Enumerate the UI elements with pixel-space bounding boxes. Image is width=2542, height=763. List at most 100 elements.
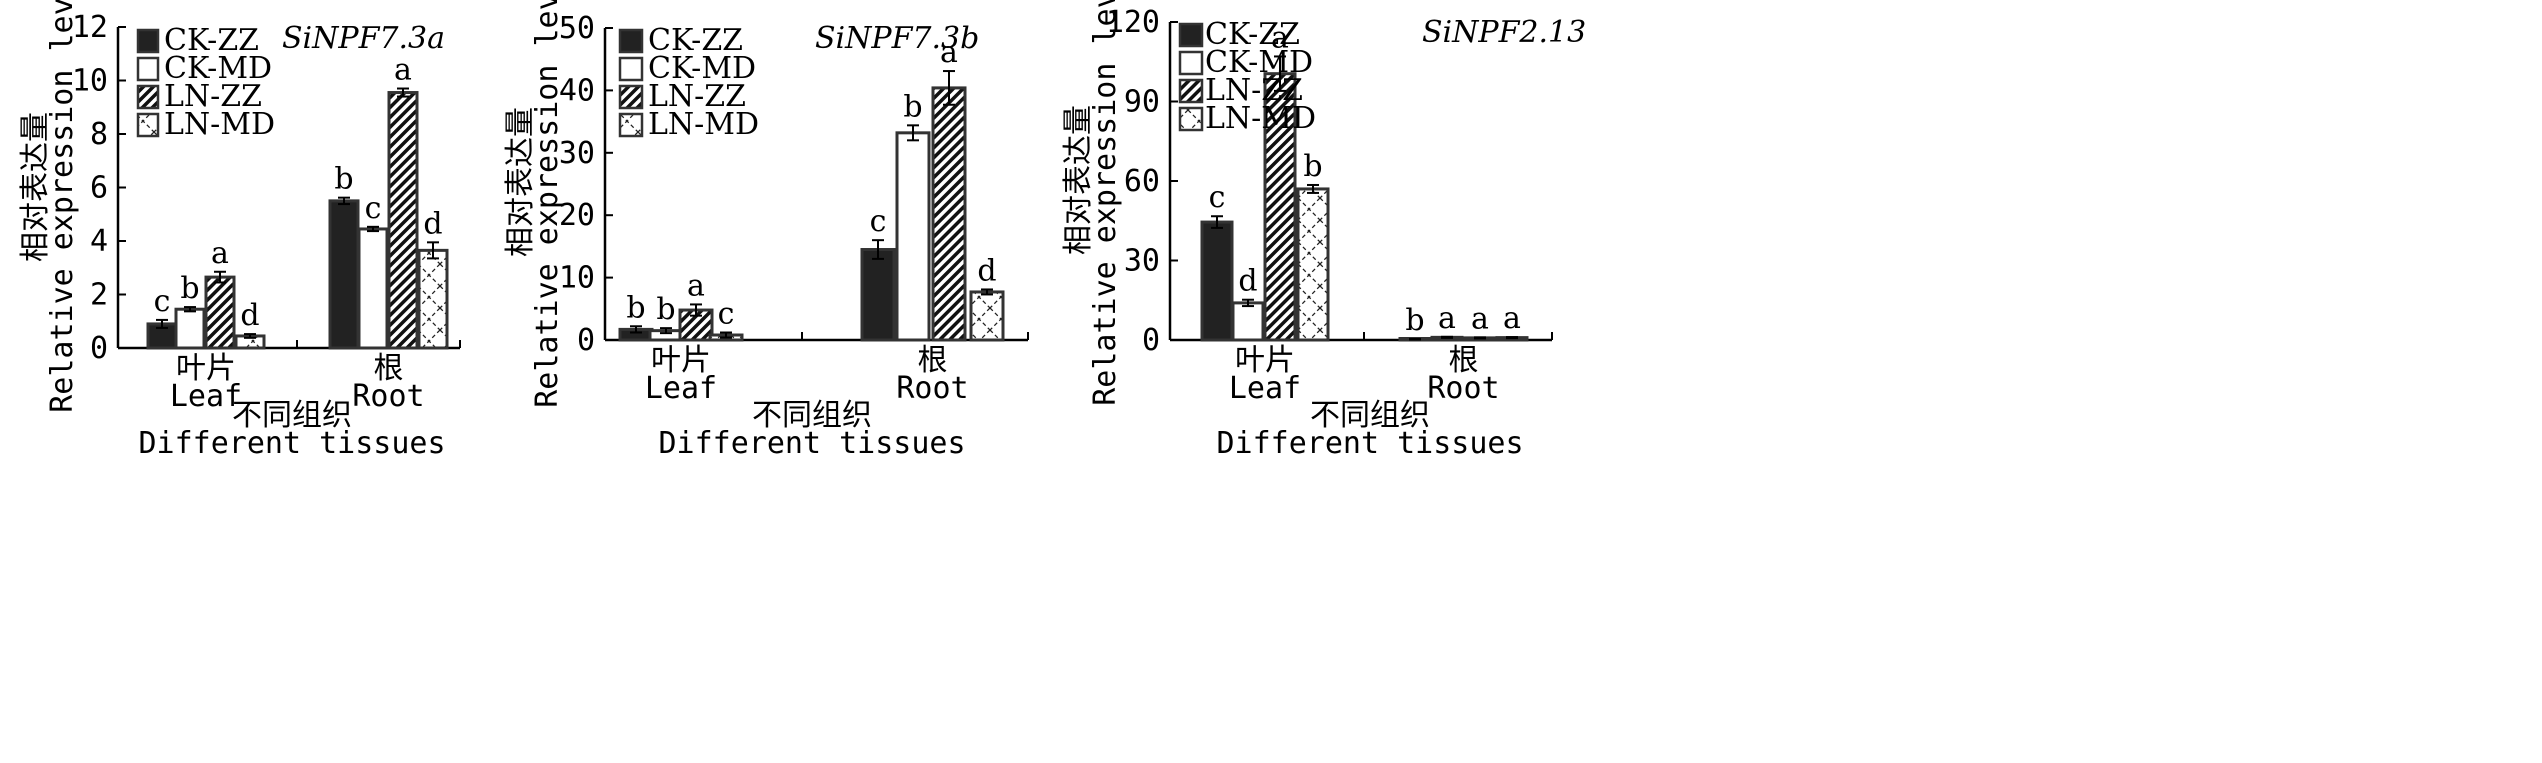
chart-panel: 0306090120cbdaaaba叶片Leaf根Root不同组织Differe… bbox=[1061, 0, 1586, 461]
y-tick-label: 10 bbox=[72, 64, 108, 99]
bar-ck-md bbox=[895, 131, 931, 342]
x-category-label-cn: 叶片 bbox=[176, 351, 236, 386]
significance-letter: b bbox=[180, 271, 199, 306]
y-tick-label: 60 bbox=[1124, 164, 1160, 199]
significance-letter: d bbox=[977, 253, 996, 288]
legend-label: LN-MD bbox=[1205, 101, 1316, 136]
legend-swatch-ck-md bbox=[1178, 50, 1204, 76]
y-axis-title-cn: 相对表达量 bbox=[1061, 105, 1096, 255]
bar-ck-md bbox=[1231, 301, 1265, 342]
significance-letter: b bbox=[626, 290, 645, 325]
legend-label: CK-ZZ bbox=[164, 23, 259, 58]
bar-ck-zz bbox=[328, 199, 360, 350]
x-category-label-en: Leaf bbox=[1229, 371, 1301, 406]
legend-swatch-ln-zz bbox=[1178, 78, 1204, 104]
bar-ln-zz bbox=[204, 275, 236, 350]
significance-letter: a bbox=[1271, 20, 1289, 55]
significance-letter: d bbox=[240, 298, 259, 333]
x-category-label-cn: 叶片 bbox=[1235, 343, 1295, 378]
significance-letter: a bbox=[940, 35, 958, 70]
y-axis-title-en: Relative expression level bbox=[530, 0, 565, 408]
chart-title: SiNPF7.3a bbox=[282, 21, 445, 56]
legend-label: LN-ZZ bbox=[164, 79, 262, 114]
legend-swatch-ck-md bbox=[618, 56, 644, 82]
legend-label: LN-ZZ bbox=[1205, 73, 1303, 108]
legend-swatch-ln-md bbox=[1178, 106, 1204, 132]
y-tick-label: 0 bbox=[577, 323, 595, 358]
chart-title: SiNPF7.3b bbox=[815, 21, 979, 56]
legend-swatch-ck-md bbox=[136, 56, 160, 82]
significance-letter: c bbox=[154, 284, 171, 319]
bar-ck-md bbox=[174, 307, 206, 350]
x-axis-title-en: Different tissues bbox=[1216, 426, 1523, 461]
y-tick-label: 4 bbox=[90, 224, 108, 259]
significance-letter: c bbox=[870, 204, 887, 239]
legend-label: CK-ZZ bbox=[1205, 17, 1300, 52]
bar-ln-md bbox=[969, 290, 1005, 342]
x-category-label-en: Root bbox=[896, 371, 968, 406]
bar-ck-zz bbox=[1200, 220, 1234, 342]
legend-label: CK-MD bbox=[1205, 45, 1313, 80]
x-category-label-cn: 根 bbox=[918, 343, 948, 378]
legend-label: CK-ZZ bbox=[648, 23, 743, 58]
y-tick-label: 40 bbox=[559, 73, 595, 108]
x-axis-title-cn: 不同组织 bbox=[752, 398, 872, 433]
significance-letter: b bbox=[656, 292, 675, 327]
significance-letter: b bbox=[903, 89, 922, 124]
legend-swatch-ck-zz bbox=[618, 28, 644, 54]
x-axis-title-en: Different tissues bbox=[658, 426, 965, 461]
significance-letter: c bbox=[1209, 180, 1226, 215]
legend-swatch-ln-zz bbox=[618, 84, 644, 110]
legend-label: LN-ZZ bbox=[648, 79, 746, 114]
y-tick-label: 120 bbox=[1106, 5, 1160, 40]
y-tick-label: 90 bbox=[1124, 85, 1160, 120]
y-axis-title-cn: 相对表达量 bbox=[18, 112, 53, 262]
chart-panel: 024681012cbbcaadd叶片Leaf根Root不同组织Differen… bbox=[18, 0, 461, 461]
legend-label: CK-MD bbox=[648, 51, 756, 86]
chart-panel: 01020304050bcbbaacd叶片Leaf根Root不同组织Differ… bbox=[503, 0, 1029, 461]
legend-swatch-ln-md bbox=[618, 112, 644, 138]
legend-swatch-ck-zz bbox=[136, 28, 160, 54]
legend-label: LN-MD bbox=[648, 107, 759, 142]
significance-letter: d bbox=[423, 206, 442, 241]
y-tick-label: 10 bbox=[559, 261, 595, 296]
significance-letter: a bbox=[1438, 301, 1456, 336]
bar-ck-md bbox=[357, 227, 389, 350]
x-axis-title-cn: 不同组织 bbox=[232, 398, 352, 433]
significance-letter: a bbox=[687, 268, 705, 303]
significance-letter: b bbox=[334, 162, 353, 197]
x-category-label-en: Leaf bbox=[645, 371, 717, 406]
bar-ln-zz bbox=[931, 86, 967, 342]
x-axis-title-cn: 不同组织 bbox=[1310, 398, 1430, 433]
significance-letter: a bbox=[211, 236, 229, 271]
chart-title: SiNPF2.13 bbox=[1422, 15, 1586, 50]
y-tick-label: 2 bbox=[90, 278, 108, 313]
bar-ck-zz bbox=[860, 248, 896, 342]
y-tick-label: 6 bbox=[90, 171, 108, 206]
significance-letter: a bbox=[1471, 301, 1489, 336]
significance-letter: b bbox=[1405, 303, 1424, 338]
legend-label: CK-MD bbox=[164, 51, 272, 86]
legend-swatch-ck-zz bbox=[1178, 22, 1204, 48]
y-tick-label: 20 bbox=[559, 198, 595, 233]
x-category-label-en: Root bbox=[1427, 371, 1499, 406]
y-tick-label: 0 bbox=[90, 331, 108, 366]
y-axis-title-en: Relative expression level bbox=[45, 0, 80, 413]
y-tick-label: 12 bbox=[72, 10, 108, 45]
charts-root: 024681012cbbcaadd叶片Leaf根Root不同组织Differen… bbox=[18, 0, 1586, 461]
y-tick-label: 50 bbox=[559, 11, 595, 46]
significance-letter: c bbox=[718, 297, 735, 332]
significance-letter: b bbox=[1303, 149, 1322, 184]
x-category-label-cn: 根 bbox=[1449, 343, 1479, 378]
x-category-label-en: Root bbox=[352, 379, 424, 414]
y-tick-label: 8 bbox=[90, 117, 108, 152]
x-category-label-en: Leaf bbox=[170, 379, 242, 414]
bar-ln-zz bbox=[387, 91, 419, 350]
legend-swatch-ln-zz bbox=[136, 84, 160, 110]
legend-label: LN-MD bbox=[164, 107, 275, 142]
significance-letter: d bbox=[1238, 264, 1257, 299]
